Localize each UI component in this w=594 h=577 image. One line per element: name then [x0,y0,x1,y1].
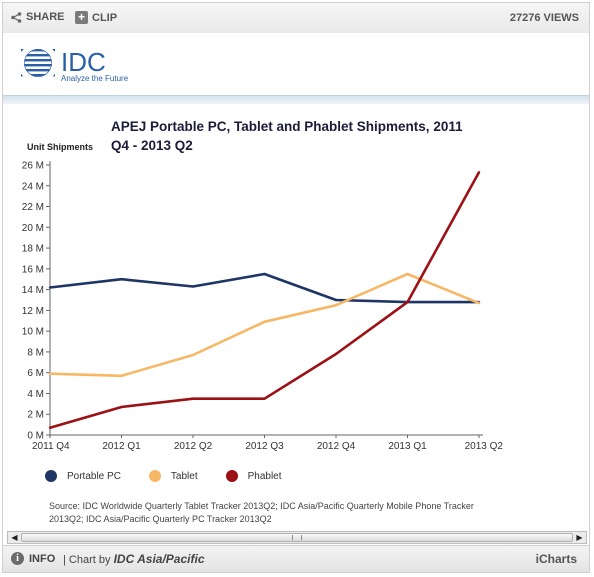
data-point [191,353,195,357]
top-toolbar: SHARE + CLIP 27276 VIEWS [3,3,589,34]
chart-widget: SHARE + CLIP 27276 VIEWS IDC Analyze the… [2,2,590,573]
legend-label: Portable PC [67,470,121,482]
legend-item-tablet[interactable]: Tablet [148,470,198,482]
line-chart: 0 M 2 M 4 M 6 M 8 M 10 M 12 M 14 M 16 M 18 M 20 M 2… [22,161,504,453]
legend-item-portable-pc[interactable]: Portable PC [45,470,121,482]
data-point [191,285,195,288]
x-tick-label: 2013 Q1 [388,441,427,452]
x-tick-label: 2012 Q2 [174,441,213,452]
chart-credit: | Chart by IDC Asia/Pacific [63,552,205,566]
y-tick-label: 26 M [22,161,44,172]
legend-item-phablet[interactable]: Phablet [225,470,282,482]
idc-logo: IDC Analyze the Future [18,43,129,83]
data-point [48,286,52,289]
clip-button[interactable]: + CLIP [75,11,117,24]
chart-legend: Portable PC Tablet Phablet [45,470,282,482]
scroll-left-arrow-icon[interactable]: ◀ [11,533,18,542]
x-tick-label: 2013 Q2 [465,441,504,452]
data-point [191,397,195,400]
logo-area: IDC Analyze the Future [3,33,589,95]
chart-title: APEJ Portable PC, Tablet and Phablet Shi… [111,119,463,153]
scrollbar-thumb[interactable] [21,533,573,542]
data-point [334,352,338,356]
y-tick-label: 6 M [27,368,44,379]
y-tick-label: 24 M [22,181,44,192]
globe-icon [18,43,58,83]
legend-swatch [225,470,238,482]
y-tick-label: 10 M [22,327,44,338]
data-point [406,272,409,276]
data-point [263,272,266,276]
header-divider [3,95,589,104]
share-label: SHARE [26,11,65,23]
y-tick-label: 2 M [27,410,44,421]
info-label: INFO [29,552,56,565]
y-tick-label: 14 M [22,285,44,296]
y-tick-label: 20 M [22,223,44,234]
data-point [406,300,409,304]
y-tick-label: 12 M [22,306,44,317]
data-point [477,171,481,174]
x-tick-label: 2012 Q1 [102,441,141,452]
horizontal-scrollbar[interactable]: ◀ ▶ [7,531,587,544]
data-point [334,303,338,307]
chart-credit-prefix: | Chart by [63,554,111,566]
data-point [263,320,266,324]
data-point [334,298,338,302]
legend-label: Tablet [170,470,198,482]
source-note: Source: IDC Worldwide Quarterly Tablet T… [49,501,474,524]
plus-icon: + [75,11,88,24]
data-point [120,405,123,409]
data-point [48,426,52,429]
x-tick-label: 2012 Q4 [317,441,356,452]
logo-text: IDC [61,47,106,77]
footer-bar: i INFO | Chart by IDC Asia/Pacific iChar… [3,545,589,572]
y-tick-label: 4 M [27,389,44,400]
share-icon [11,11,22,23]
legend-swatch [45,470,57,482]
data-point [120,374,123,378]
y-tick-label: 0 M [27,431,44,442]
y-tick-label: 18 M [22,244,44,255]
x-tick-label: 2012 Q3 [245,441,284,452]
legend-swatch [148,470,161,482]
icharts-brand[interactable]: iCharts [535,552,577,566]
scroll-right-arrow-icon[interactable]: ▶ [576,533,583,542]
y-tick-label: 8 M [27,347,44,358]
y-tick-label: 22 M [22,202,44,213]
data-point [263,397,266,400]
info-icon: i [11,552,24,565]
view-count: 27276 VIEWS [509,12,579,24]
chart-credit-name[interactable]: IDC Asia/Pacific [113,552,205,566]
y-tick-label: 16 M [22,264,44,275]
scrollbar-grip [292,535,302,540]
clip-label: CLIP [92,11,118,24]
y-axis-label: Unit Shipments [27,142,94,152]
x-tick-label: 2011 Q4 [32,441,70,452]
logo-tagline: Analyze the Future [61,74,129,83]
data-point [120,278,123,281]
legend-label: Phablet [247,470,282,482]
data-point [48,372,52,375]
info-button[interactable]: i INFO [11,552,55,565]
share-button[interactable]: SHARE [11,11,65,23]
series-line-phablet [49,171,481,429]
data-point [477,301,481,305]
